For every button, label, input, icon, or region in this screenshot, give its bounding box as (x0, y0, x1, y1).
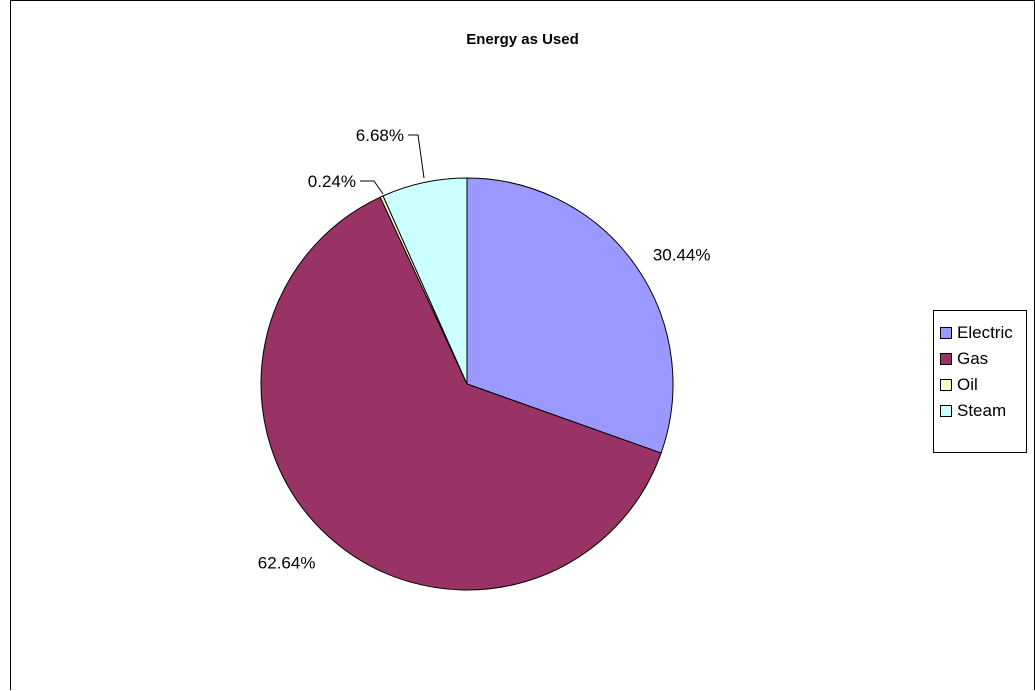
data-label-oil: 0.24% (308, 172, 356, 191)
legend-swatch-oil (940, 379, 952, 391)
pie-slice-electric (466, 177, 674, 454)
legend-item-oil: Oil (934, 372, 1026, 398)
data-label-gas: 62.64% (258, 553, 316, 572)
legend-label-gas: Gas (957, 349, 989, 368)
legend-item-gas: Gas (934, 346, 1026, 372)
legend-label-electric: Electric (957, 323, 1013, 342)
legend: Electric Gas Oil Steam (933, 310, 1027, 453)
legend-label-oil: Oil (957, 375, 978, 394)
pie-chart: 30.44% 62.64% 0.24% 6.68% (258, 126, 711, 591)
legend-label-steam: Steam (957, 401, 1007, 420)
chart-title: Energy as Used (466, 31, 579, 48)
chart-frame: Energy as Used 30.44% 62.64% 0.24% 6.68% El… (10, 0, 1035, 690)
pie-slice-steam (382, 177, 468, 385)
legend-item-steam: Steam (934, 398, 1026, 424)
pie-slice-gas (260, 196, 662, 591)
legend-swatch-electric (940, 327, 952, 339)
data-label-steam: 6.68% (356, 126, 404, 145)
data-label-electric: 30.44% (653, 245, 711, 264)
legend-swatch-gas (940, 353, 952, 365)
legend-swatch-steam (940, 405, 952, 417)
leader-line-oil (360, 180, 384, 195)
leader-line-steam (408, 134, 425, 179)
legend-item-electric: Electric (934, 320, 1026, 346)
